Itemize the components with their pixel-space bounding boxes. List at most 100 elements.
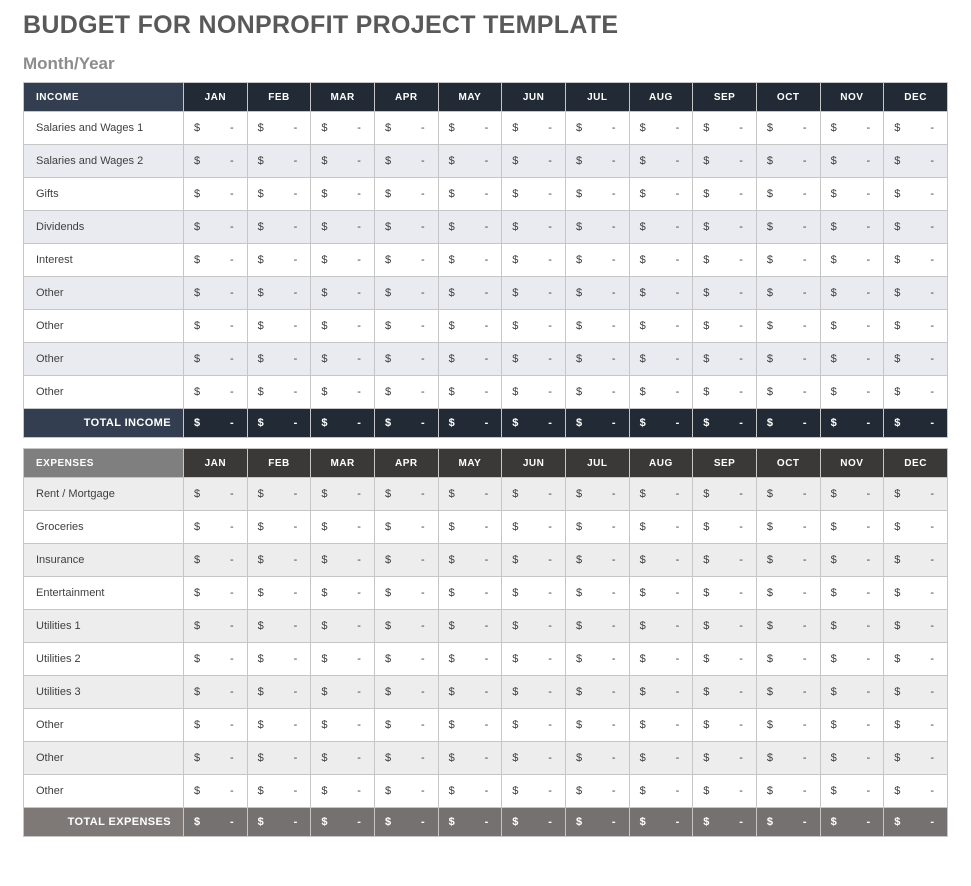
amount-cell[interactable]: $ - <box>183 342 248 376</box>
amount-cell[interactable]: $ - <box>437 375 503 409</box>
amount-cell[interactable]: $ - <box>755 342 821 376</box>
amount-cell[interactable]: $ - <box>755 675 821 709</box>
amount-cell[interactable]: $ - <box>564 609 630 643</box>
amount-cell[interactable]: $ - <box>437 477 503 511</box>
amount-cell[interactable]: $ - <box>883 741 948 775</box>
amount-cell[interactable]: $ - <box>628 675 694 709</box>
amount-cell[interactable]: $ - <box>755 243 821 277</box>
amount-cell[interactable]: $ - <box>246 675 312 709</box>
amount-cell[interactable]: $ - <box>628 741 694 775</box>
amount-cell[interactable]: $ - <box>692 576 757 610</box>
amount-cell[interactable]: $ - <box>692 510 757 544</box>
row-label-cell[interactable]: Other <box>23 342 184 376</box>
amount-cell[interactable]: $ - <box>692 543 757 577</box>
amount-cell[interactable]: $ - <box>564 576 630 610</box>
amount-cell[interactable]: $ - <box>819 111 885 145</box>
amount-cell[interactable]: $ - <box>564 510 630 544</box>
amount-cell[interactable]: $ - <box>883 510 948 544</box>
amount-cell[interactable]: $ - <box>310 309 375 343</box>
amount-cell[interactable]: $ - <box>755 708 821 742</box>
amount-cell[interactable]: $ - <box>819 276 885 310</box>
amount-cell[interactable]: $ - <box>755 375 821 409</box>
amount-cell[interactable]: $ - <box>628 642 694 676</box>
amount-cell[interactable]: $ - <box>310 708 375 742</box>
amount-cell[interactable]: $ - <box>310 375 375 409</box>
row-label-cell[interactable]: Salaries and Wages 2 <box>23 144 184 178</box>
amount-cell[interactable]: $ - <box>692 774 757 808</box>
amount-cell[interactable]: $ - <box>437 576 503 610</box>
row-label-cell[interactable]: Gifts <box>23 177 184 211</box>
amount-cell[interactable]: $ - <box>183 111 248 145</box>
row-label-cell[interactable]: Insurance <box>23 543 184 577</box>
amount-cell[interactable]: $ - <box>628 375 694 409</box>
amount-cell[interactable]: $ - <box>310 741 375 775</box>
amount-cell[interactable]: $ - <box>819 243 885 277</box>
amount-cell[interactable]: $ - <box>183 477 248 511</box>
amount-cell[interactable]: $ - <box>564 177 630 211</box>
amount-cell[interactable]: $ - <box>373 741 439 775</box>
amount-cell[interactable]: $ - <box>628 708 694 742</box>
amount-cell[interactable]: $ - <box>883 375 948 409</box>
amount-cell[interactable]: $ - <box>501 276 566 310</box>
amount-cell[interactable]: $ - <box>246 276 312 310</box>
amount-cell[interactable]: $ - <box>246 144 312 178</box>
amount-cell[interactable]: $ - <box>437 741 503 775</box>
amount-cell[interactable]: $ - <box>819 675 885 709</box>
row-label-cell[interactable]: Salaries and Wages 1 <box>23 111 184 145</box>
amount-cell[interactable]: $ - <box>310 144 375 178</box>
amount-cell[interactable]: $ - <box>310 675 375 709</box>
amount-cell[interactable]: $ - <box>183 375 248 409</box>
amount-cell[interactable]: $ - <box>437 543 503 577</box>
amount-cell[interactable]: $ - <box>628 609 694 643</box>
amount-cell[interactable]: $ - <box>755 576 821 610</box>
amount-cell[interactable]: $ - <box>819 708 885 742</box>
amount-cell[interactable]: $ - <box>310 510 375 544</box>
amount-cell[interactable]: $ - <box>883 243 948 277</box>
amount-cell[interactable]: $ - <box>246 342 312 376</box>
amount-cell[interactable]: $ - <box>501 708 566 742</box>
amount-cell[interactable]: $ - <box>310 774 375 808</box>
amount-cell[interactable]: $ - <box>501 642 566 676</box>
amount-cell[interactable]: $ - <box>692 708 757 742</box>
amount-cell[interactable]: $ - <box>819 543 885 577</box>
row-label-cell[interactable]: Other <box>23 708 184 742</box>
amount-cell[interactable]: $ - <box>628 510 694 544</box>
row-label-cell[interactable]: Other <box>23 774 184 808</box>
row-label-cell[interactable]: Other <box>23 375 184 409</box>
amount-cell[interactable]: $ - <box>310 210 375 244</box>
amount-cell[interactable]: $ - <box>373 210 439 244</box>
amount-cell[interactable]: $ - <box>310 111 375 145</box>
amount-cell[interactable]: $ - <box>564 276 630 310</box>
amount-cell[interactable]: $ - <box>437 144 503 178</box>
amount-cell[interactable]: $ - <box>692 111 757 145</box>
amount-cell[interactable]: $ - <box>628 309 694 343</box>
amount-cell[interactable]: $ - <box>819 741 885 775</box>
amount-cell[interactable]: $ - <box>883 309 948 343</box>
amount-cell[interactable]: $ - <box>883 144 948 178</box>
amount-cell[interactable]: $ - <box>310 177 375 211</box>
amount-cell[interactable]: $ - <box>246 510 312 544</box>
amount-cell[interactable]: $ - <box>246 309 312 343</box>
amount-cell[interactable]: $ - <box>819 177 885 211</box>
amount-cell[interactable]: $ - <box>246 609 312 643</box>
amount-cell[interactable]: $ - <box>501 375 566 409</box>
amount-cell[interactable]: $ - <box>183 708 248 742</box>
amount-cell[interactable]: $ - <box>755 309 821 343</box>
amount-cell[interactable]: $ - <box>628 774 694 808</box>
amount-cell[interactable]: $ - <box>373 675 439 709</box>
amount-cell[interactable]: $ - <box>437 774 503 808</box>
amount-cell[interactable]: $ - <box>437 510 503 544</box>
amount-cell[interactable]: $ - <box>183 642 248 676</box>
amount-cell[interactable]: $ - <box>692 642 757 676</box>
amount-cell[interactable]: $ - <box>883 342 948 376</box>
amount-cell[interactable]: $ - <box>692 276 757 310</box>
amount-cell[interactable]: $ - <box>501 243 566 277</box>
amount-cell[interactable]: $ - <box>692 477 757 511</box>
amount-cell[interactable]: $ - <box>501 576 566 610</box>
amount-cell[interactable]: $ - <box>692 675 757 709</box>
amount-cell[interactable]: $ - <box>692 243 757 277</box>
amount-cell[interactable]: $ - <box>755 543 821 577</box>
amount-cell[interactable]: $ - <box>755 510 821 544</box>
amount-cell[interactable]: $ - <box>183 609 248 643</box>
amount-cell[interactable]: $ - <box>692 144 757 178</box>
